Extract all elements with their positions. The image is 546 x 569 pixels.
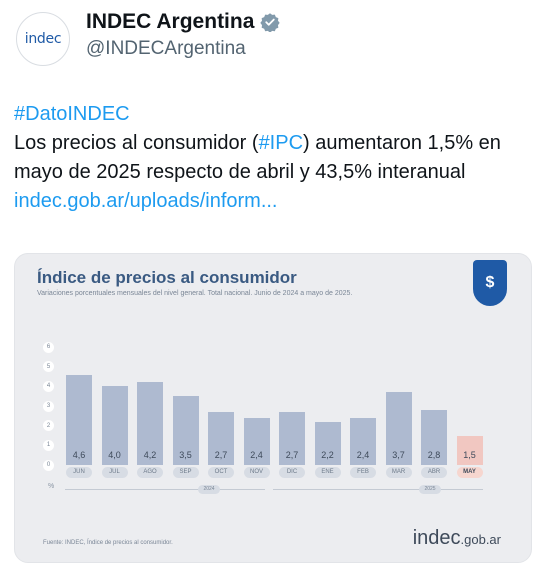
bar-value-label: 2,7 (285, 450, 299, 460)
display-name[interactable]: INDEC Argentina (86, 10, 255, 33)
y-tick-0: 0 (43, 459, 54, 471)
bar-value-label: 4,6 (72, 450, 86, 460)
month-label-abr: ABR (421, 467, 447, 478)
bar-value-label: 2,7 (214, 450, 228, 460)
bar-oct (208, 411, 234, 465)
bar-value-label: 2,4 (356, 450, 370, 460)
bar-value-label: 2,4 (250, 450, 263, 460)
bar-feb (350, 417, 376, 465)
year-2024-line (65, 489, 265, 490)
y-tick-1: 1 (43, 439, 54, 451)
brand-main: indec (412, 527, 461, 549)
year-2024-label: 2024 (198, 485, 220, 494)
bar-value-label: 3,7 (392, 450, 405, 460)
bar-value-label: 2,2 (321, 450, 334, 460)
bar-ene (314, 421, 341, 465)
bar-value-label: 4,2 (143, 450, 157, 460)
chart-title: Índice de precios al consumidor (37, 268, 297, 287)
tweet-header: indec INDEC Argentina @INDECArgentina (14, 8, 534, 68)
user-handle[interactable]: @INDECArgentina (86, 38, 246, 59)
bar-sep (172, 396, 199, 465)
tweet-text-part2: ) aumentaron 1,5% en mayo de 2025 respec… (14, 132, 501, 183)
month-label-may: MAY (456, 467, 483, 478)
tweet-text: #DatoINDEC Los precios al consumidor (#I… (14, 100, 534, 216)
percent-axis-label: % (48, 483, 55, 490)
chart-card-image[interactable]: Índice de precios al consumidor Variacio… (14, 253, 532, 563)
bar-ago (137, 382, 163, 465)
dollar-symbol: $ (485, 274, 495, 291)
year-2025-label: 2025 (419, 485, 441, 494)
tweet-text-part1: Los precios al consumidor ( (14, 132, 259, 154)
month-label-oct: OCT (208, 467, 234, 478)
bar-jun (66, 374, 92, 465)
price-tag-icon: $ (473, 260, 507, 306)
name-row: INDEC Argentina (86, 10, 281, 34)
chart-subtitle: Variaciones porcentuales mensuales del n… (37, 290, 353, 297)
bar-value-label: 4,0 (108, 450, 121, 460)
y-tick-4: 4 (43, 380, 54, 392)
avatar-logo-text: indec (24, 31, 62, 47)
bar-value-label: 2,8 (427, 450, 441, 460)
tweet-link[interactable]: indec.gob.ar/uploads/inform... (14, 190, 278, 212)
y-tick-2: 2 (43, 420, 54, 432)
bar-nov (243, 417, 270, 465)
month-label-nov: NOV (243, 467, 270, 478)
month-label-jun: JUN (66, 467, 92, 478)
bar-value-label: 3,5 (179, 450, 192, 460)
bar-mar (385, 392, 412, 465)
month-label-jul: JUL (101, 467, 128, 478)
bar-abr (421, 409, 447, 465)
y-tick-5: 5 (43, 361, 54, 373)
bar-jul (101, 386, 128, 465)
bar-value-label: 1,5 (463, 450, 476, 460)
month-label-ago: AGO (137, 467, 163, 478)
hashtag-ipc[interactable]: #IPC (258, 132, 304, 154)
month-label-dic: DIC (279, 467, 305, 478)
brand-suffix: .gob.ar (460, 532, 501, 547)
month-label-ene: ENE (314, 467, 341, 478)
year-2025-line (273, 489, 483, 490)
bar-dic (279, 411, 305, 465)
chart-source: Fuente: INDEC, Índice de precios al cons… (43, 540, 173, 546)
month-label-mar: MAR (385, 467, 412, 478)
month-label-feb: FEB (350, 467, 376, 478)
y-tick-6: 6 (43, 341, 54, 353)
verified-badge-icon (260, 13, 281, 32)
bar-may (456, 435, 483, 465)
hashtag-datoindec[interactable]: #DatoINDEC (14, 103, 130, 125)
y-tick-3: 3 (43, 400, 54, 412)
avatar[interactable]: indec (16, 12, 70, 66)
month-label-sep: SEP (172, 467, 199, 478)
indec-brand: indec.gob.ar (413, 527, 501, 550)
